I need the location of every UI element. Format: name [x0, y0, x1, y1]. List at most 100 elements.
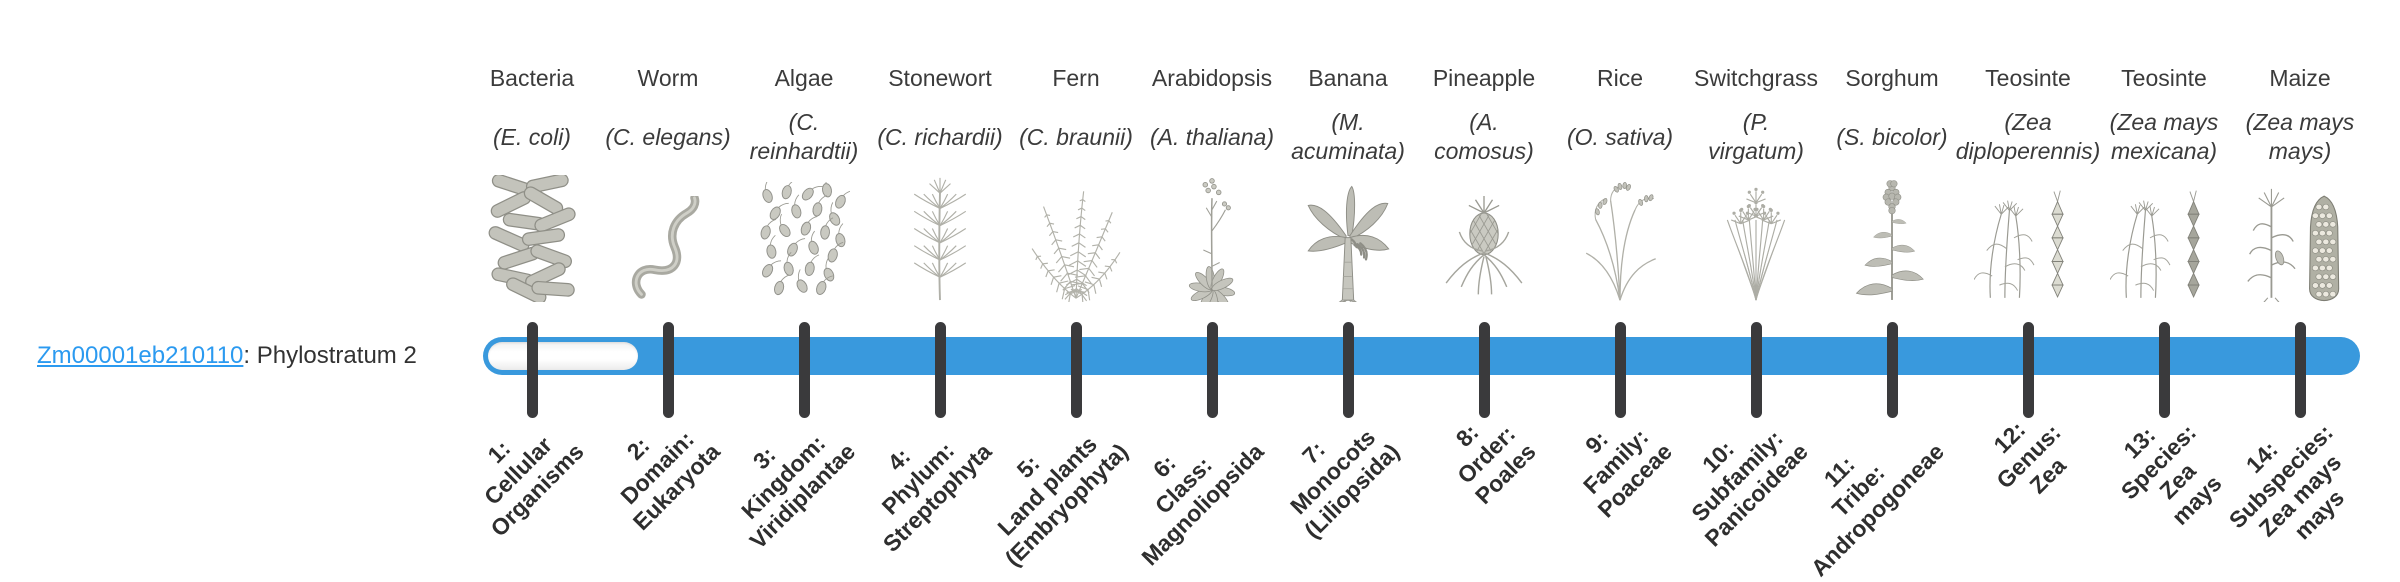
phylostratum-tick-mark — [934, 322, 946, 418]
switchgrass-icon — [1678, 172, 1834, 302]
organism-scientific-name: (M. acuminata) — [1234, 100, 1462, 174]
organism-scientific-name: (E. coli) — [418, 100, 646, 174]
organism-scientific-name-line: (A. thaliana) — [1149, 123, 1274, 150]
phylostratum-rank-label: 2: Domain: Eukaryota — [589, 400, 725, 536]
organism-common-name: Sorghum — [1845, 65, 1939, 91]
organism-scientific-name: (S. bicolor) — [1778, 100, 2006, 174]
organism-common-name: Algae — [774, 65, 834, 91]
organism-common-name: Arabidopsis — [1151, 65, 1273, 91]
organism-common-name: Fern — [1052, 65, 1100, 91]
organism-scientific-name: (Zea diploperennis) — [1914, 100, 2142, 174]
organism-scientific-name-line: (A. — [1469, 109, 1499, 135]
phylostratum-bar-unfilled-segment — [488, 342, 638, 370]
organism-common-name: Maize — [2269, 65, 2331, 91]
organism-scientific-name-line: (M. — [1331, 109, 1365, 135]
phylostratum-rank-label: 13: Species: Zea mays — [2097, 400, 2240, 543]
organism-common-name: Bacteria — [489, 65, 575, 91]
organism-scientific-name: (A. thaliana) — [1098, 100, 1326, 174]
organism-scientific-name-line: (O. sativa) — [1566, 123, 1674, 150]
organism-scientific-name-line: (Zea — [2004, 109, 2052, 135]
organism-common-name: Pineapple — [1432, 65, 1536, 91]
organism-scientific-name-line: acuminata) — [1291, 138, 1405, 164]
organism-scientific-name: (Zea mays mexicana) — [2050, 100, 2278, 174]
phylostratum-tick-mark — [2294, 322, 2306, 418]
phylostratum-stage-column: Stonewort (C. richardii) 4: Phylum: Strept… — [872, 0, 1008, 580]
phylostratum-tick-mark — [1478, 322, 1490, 418]
fern-icon — [998, 172, 1154, 302]
organism-scientific-name-line: comosus) — [1434, 138, 1534, 164]
stonewort-icon — [862, 172, 1018, 302]
phylostratum-tick-mark — [1614, 322, 1626, 418]
organism-scientific-name-line: (C. elegans) — [605, 123, 731, 150]
organism-common-name: Banana — [1308, 65, 1388, 91]
phylostratum-stage-column: Algae (C. reinhardtii) 3: Kingdom: Viridipl… — [736, 0, 872, 580]
phylostratum-tick-mark — [2022, 322, 2034, 418]
phylostratum-tick-mark — [1750, 322, 1762, 418]
organism-scientific-name-line: reinhardtii) — [749, 138, 859, 164]
organism-scientific-name-line: diploperennis) — [1955, 138, 2101, 164]
organism-scientific-name: (C. reinhardtii) — [690, 100, 918, 174]
organism-common-name: Teosinte — [2121, 65, 2207, 91]
organism-scientific-name: (P. virgatum) — [1642, 100, 1870, 174]
organism-scientific-name-line: mays) — [2268, 138, 2332, 164]
phylostratum-tick-mark — [1070, 322, 1082, 418]
organism-scientific-name-line: virgatum) — [1708, 138, 1804, 164]
phylostratum-stage-column: Switchgrass (P. virgatum) 10: Subfamily: Pa… — [1686, 0, 1824, 580]
gene-label: Zm00001eb210110: Phylostratum 2 — [37, 342, 417, 370]
arabidopsis-icon — [1134, 172, 1290, 302]
organism-common-name: Teosinte — [1985, 65, 2071, 91]
rice-icon — [1542, 172, 1698, 302]
algae-icon — [726, 172, 882, 302]
bacteria-icon — [454, 172, 610, 302]
phylostratum-stage-column: Bacteria (E. coli) 1: Cellular Organisms — [464, 0, 600, 580]
organism-common-name: Worm — [637, 65, 699, 91]
phylostratum-stage-column: Worm (C. elegans) 2: Domain: Eukaryota — [600, 0, 736, 580]
pineapple-icon — [1406, 172, 1562, 302]
organism-scientific-name-line: (Zea mays — [2245, 109, 2355, 135]
phylostratum-stage-column: Sorghum (S. bicolor) 11: Tribe: Andropogon… — [1805, 0, 1960, 581]
phylostratum-stage-column: Banana (M. acuminata) 7: Monocots (Liliopsi… — [1280, 0, 1416, 580]
phylostratum-tick-mark — [1342, 322, 1354, 418]
organism-common-name: Rice — [1596, 65, 1643, 91]
phylostratum-rank-label: 7: Monocots (Liliopsida) — [1261, 400, 1405, 544]
organism-scientific-name-line: (C. braunii) — [1019, 123, 1133, 150]
teosinte-diploperennis-icon — [1950, 172, 2106, 302]
organism-scientific-name-line: (C. — [788, 109, 820, 135]
organism-scientific-name: (C. braunii) — [962, 100, 1190, 174]
organism-scientific-name-line: (C. richardii) — [877, 123, 1003, 150]
phylostratum-tick-mark — [526, 322, 538, 418]
worm-icon — [590, 172, 746, 302]
phylostratum-tick-mark — [1206, 322, 1218, 418]
phylostratum-stage-column: Teosinte (Zea mays mexicana) 13: Species: Z… — [2096, 0, 2232, 580]
organism-scientific-name-line: (E. coli) — [493, 123, 571, 150]
phylostratum-stage-column: Pineapple (A. comosus) 8: Order: Poales — [1416, 0, 1552, 580]
sorghum-icon — [1814, 172, 1970, 302]
phylostratum-stage-column: Arabidopsis (A. thaliana) 6: Class: Magnol… — [1136, 0, 1280, 580]
organism-scientific-name: (A. comosus) — [1370, 100, 1598, 174]
organism-common-name: Switchgrass — [1694, 65, 1818, 91]
phylostratum-stage-column: Teosinte (Zea diploperennis) 12: Genus: Zea — [1956, 0, 2100, 580]
phylostratum-tick-mark — [662, 322, 674, 418]
organism-scientific-name: (C. richardii) — [826, 100, 1054, 174]
gene-id-link[interactable]: Zm00001eb210110 — [37, 342, 244, 369]
phylostratum-stage-column: Rice (O. sativa) 9: Family: Poaceae — [1552, 0, 1688, 580]
organism-scientific-name: (Zea mays mays) — [2186, 100, 2400, 174]
organism-scientific-name-line: (Zea mays — [2109, 109, 2219, 135]
gene-phylostratum-text: : Phylostratum 2 — [243, 342, 417, 369]
organism-scientific-name-line: (S. bicolor) — [1836, 123, 1948, 150]
phylostratum-rank-label: 1: Cellular Organisms — [447, 400, 589, 542]
organism-scientific-name: (C. elegans) — [554, 100, 782, 174]
organism-common-name: Stonewort — [888, 65, 992, 91]
phylostratum-bar — [483, 337, 2360, 375]
banana-icon — [1270, 172, 1426, 302]
organism-scientific-name-line: mexicana) — [2110, 138, 2218, 164]
phylostratum-rank-label: 9: Family: Poaceae — [1554, 400, 1677, 523]
teosinte-mexicana-icon — [2086, 172, 2242, 302]
phylostratum-stage-column: Maize (Zea mays mays) 14: Subspecies: Zea m… — [2223, 0, 2368, 580]
phylostratum-tick-mark — [1886, 322, 1898, 418]
phylostratum-tick-mark — [798, 322, 810, 418]
organism-scientific-name: (O. sativa) — [1506, 100, 1734, 174]
maize-icon — [2222, 172, 2378, 302]
phylostratum-tick-mark — [2158, 322, 2170, 418]
